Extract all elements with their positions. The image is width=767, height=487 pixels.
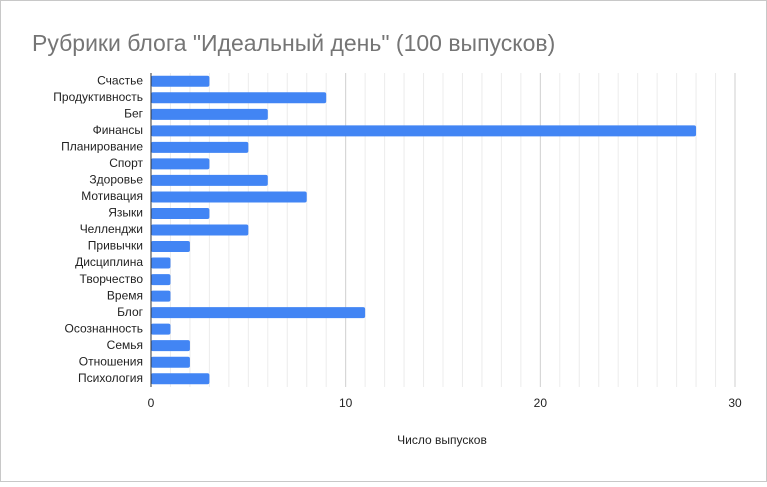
- y-tick-label: Спорт: [109, 156, 143, 170]
- bar: [151, 340, 190, 352]
- bar: [151, 274, 171, 286]
- bar: [151, 125, 697, 137]
- bar: [151, 323, 171, 335]
- y-tick-label: Привычки: [88, 239, 143, 253]
- y-tick-label: Отношения: [79, 354, 143, 368]
- bar: [151, 224, 249, 236]
- x-tick-label: 30: [728, 396, 742, 410]
- bar: [151, 92, 327, 104]
- x-axis-title: Число выпусков: [397, 433, 487, 447]
- bar: [151, 290, 171, 302]
- y-tick-label: Языки: [108, 206, 143, 220]
- y-tick-label: Счастье: [97, 73, 143, 87]
- y-tick-label: Психология: [78, 371, 143, 385]
- bar: [151, 307, 366, 319]
- chart-title: Рубрики блога "Идеальный день" (100 выпу…: [32, 30, 555, 56]
- bar: [151, 241, 190, 253]
- y-tick-label: Осознанность: [65, 321, 144, 335]
- bar: [151, 373, 210, 385]
- y-tick-label: Семья: [107, 338, 143, 352]
- y-tick-label: Блог: [117, 305, 144, 319]
- bar: [151, 207, 210, 219]
- bar: [151, 75, 210, 87]
- y-tick-label: Бег: [124, 106, 144, 120]
- x-tick-label: 10: [339, 396, 353, 410]
- y-tick-label: Творчество: [80, 272, 144, 286]
- y-tick-label: Здоровье: [89, 173, 143, 187]
- bar: [151, 141, 249, 153]
- bar: [151, 158, 210, 170]
- y-tick-label: Финансы: [93, 123, 143, 137]
- bar: [151, 257, 171, 269]
- y-tick-label: Мотивация: [81, 189, 143, 203]
- y-tick-label: Планирование: [61, 140, 143, 154]
- bar: [151, 191, 307, 203]
- bar: [151, 356, 190, 368]
- y-tick-label: Челленджи: [80, 222, 143, 236]
- bar: [151, 108, 268, 120]
- x-tick-label: 20: [534, 396, 548, 410]
- y-tick-label: Время: [107, 288, 143, 302]
- y-tick-label: Продуктивность: [53, 90, 143, 104]
- x-tick-label: 0: [148, 396, 155, 410]
- bar: [151, 174, 268, 186]
- y-tick-label: Дисциплина: [75, 255, 143, 269]
